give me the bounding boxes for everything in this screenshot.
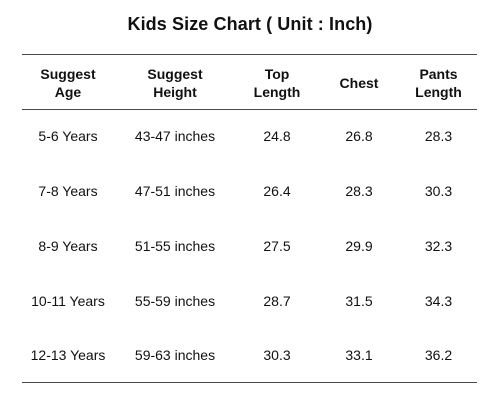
cell-pants-length: 34.3 [424, 293, 453, 309]
cell-top-length: 28.7 [263, 293, 291, 309]
header-suggest-age-line-2: Age [54, 84, 82, 100]
cell-pants-length: 32.3 [424, 238, 453, 254]
cell-chest: 33.1 [345, 347, 373, 363]
cell-pants-length: 30.3 [424, 183, 453, 199]
cell-top-length: 26.4 [263, 183, 291, 199]
table-top-rule [22, 54, 477, 55]
header-chest: Chest [318, 60, 400, 106]
header-pants-length-line-1: Pants [419, 66, 458, 82]
header-suggest-height: Suggest Height [114, 60, 236, 106]
table-header-row: Suggest Age Suggest Height Top Length Chest… [22, 60, 477, 106]
cell-age: 5-6 Years [38, 128, 98, 144]
cell-age: 7-8 Years [38, 183, 98, 199]
cell-pants-length: 36.2 [424, 347, 453, 363]
table-row: 12-13 Years 59-63 inches 30.3 33.1 36.2 [22, 335, 477, 375]
cell-chest: 29.9 [345, 238, 373, 254]
cell-height: 59-63 inches [134, 347, 216, 363]
chart-title: Kids Size Chart ( Unit : Inch) [127, 14, 373, 34]
header-top-length-line-2: Length [253, 84, 301, 100]
header-suggest-age: Suggest Age [22, 60, 114, 106]
header-suggest-height-line-1: Suggest [147, 66, 203, 82]
cell-top-length: 27.5 [263, 238, 291, 254]
cell-age: 10-11 Years [31, 293, 105, 309]
table-row: 8-9 Years 51-55 inches 27.5 29.9 32.3 [22, 226, 477, 266]
header-suggest-age-line-1: Suggest [40, 66, 96, 82]
cell-pants-length: 28.3 [424, 128, 453, 144]
cell-height: 55-59 inches [134, 293, 216, 309]
header-pants-length-line-2: Length [415, 84, 462, 100]
table-row: 10-11 Years 55-59 inches 28.7 31.5 34.3 [22, 281, 477, 321]
cell-height: 51-55 inches [134, 238, 216, 254]
cell-chest: 28.3 [345, 183, 373, 199]
cell-top-length: 30.3 [263, 347, 291, 363]
table-bottom-rule [22, 382, 477, 383]
header-pants-length: Pants Length [400, 60, 477, 106]
table-row: 7-8 Years 47-51 inches 26.4 28.3 30.3 [22, 171, 477, 211]
header-top-length-line-1: Top [264, 66, 290, 82]
header-suggest-height-line-2: Height [153, 84, 197, 100]
header-top-length: Top Length [236, 60, 318, 106]
cell-height: 47-51 inches [134, 183, 216, 199]
cell-age: 12-13 Years [30, 347, 106, 363]
table-row: 5-6 Years 43-47 inches 24.8 26.8 28.3 [22, 116, 477, 156]
cell-age: 8-9 Years [38, 238, 98, 254]
cell-height: 43-47 inches [134, 128, 216, 144]
cell-top-length: 24.8 [263, 128, 291, 144]
header-chest-label: Chest [339, 75, 379, 91]
cell-chest: 26.8 [345, 128, 373, 144]
table-header-rule [22, 109, 477, 110]
cell-chest: 31.5 [345, 293, 373, 309]
